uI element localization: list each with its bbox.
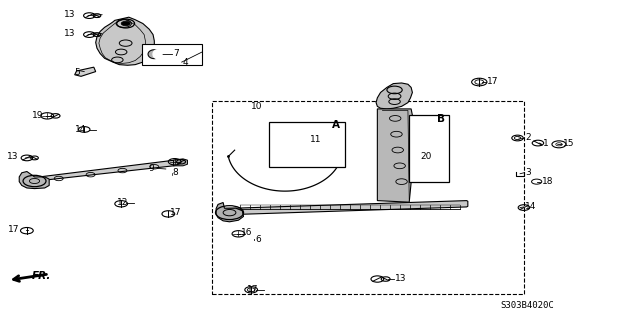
Bar: [212, 101, 524, 294]
Text: 17: 17: [8, 225, 19, 234]
Polygon shape: [96, 17, 154, 65]
Text: A: A: [332, 120, 340, 130]
Text: 5: 5: [75, 68, 81, 77]
Text: 6: 6: [255, 235, 260, 244]
Text: 19: 19: [32, 111, 44, 120]
Bar: [269, 122, 346, 167]
Text: 16: 16: [241, 228, 253, 237]
Text: S303B4020C: S303B4020C: [500, 301, 554, 310]
Text: 2: 2: [525, 133, 531, 143]
Polygon shape: [19, 172, 49, 189]
Text: 14: 14: [75, 125, 86, 134]
Text: 13: 13: [6, 152, 18, 161]
Polygon shape: [40, 160, 183, 181]
Text: 3: 3: [525, 168, 531, 177]
Polygon shape: [153, 50, 162, 59]
Circle shape: [121, 21, 130, 26]
Polygon shape: [378, 109, 414, 202]
Text: 17: 17: [487, 77, 499, 85]
Bar: [141, 44, 202, 65]
Text: 12: 12: [117, 198, 129, 207]
Text: 17: 17: [170, 208, 182, 217]
Text: 1: 1: [543, 139, 548, 148]
Polygon shape: [376, 83, 412, 109]
Polygon shape: [216, 203, 244, 222]
Text: 17: 17: [247, 285, 259, 294]
Bar: [409, 115, 449, 182]
Text: 13: 13: [64, 29, 76, 38]
Text: 18: 18: [541, 176, 553, 186]
Text: 4: 4: [183, 58, 189, 67]
Text: 13: 13: [64, 10, 76, 19]
Circle shape: [323, 146, 333, 152]
Polygon shape: [75, 67, 96, 76]
Text: 10: 10: [251, 102, 262, 111]
Text: 13: 13: [395, 274, 406, 283]
Text: 7: 7: [173, 49, 179, 58]
Text: 9: 9: [148, 164, 154, 173]
Text: 20: 20: [420, 152, 432, 161]
Text: 14: 14: [525, 202, 536, 211]
Text: 8: 8: [172, 168, 178, 177]
Text: 15: 15: [563, 139, 575, 148]
Text: FR.: FR.: [32, 271, 51, 281]
Polygon shape: [223, 201, 468, 215]
Polygon shape: [148, 50, 161, 59]
Text: 11: 11: [310, 135, 322, 145]
Text: B: B: [437, 114, 445, 124]
Polygon shape: [173, 159, 188, 166]
